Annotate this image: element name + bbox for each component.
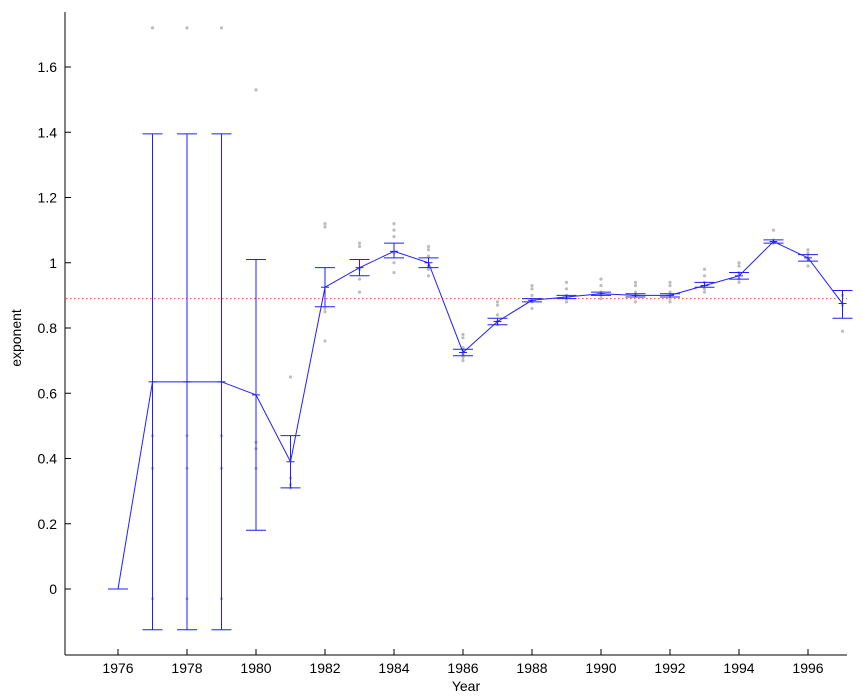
scatter-point xyxy=(599,277,603,281)
scatter-point xyxy=(392,270,396,275)
scatter-point xyxy=(461,359,465,363)
scatter-point xyxy=(737,261,741,265)
scatter-point xyxy=(702,287,707,291)
scatter-point xyxy=(599,297,603,301)
scatter-point xyxy=(219,26,224,30)
scatter-point xyxy=(737,280,741,284)
scatter-point xyxy=(357,277,362,281)
y-tick-label: 1.4 xyxy=(38,124,58,140)
scatter-point xyxy=(185,26,189,30)
scatter-point xyxy=(392,222,396,226)
x-tick-label: 1976 xyxy=(102,660,133,676)
y-tick-label: 1.2 xyxy=(38,190,58,206)
scatter-point xyxy=(530,287,534,291)
x-axis: 1976 1978 1980 1982 1984 1986 1988 1990 1992 1994… xyxy=(65,649,847,676)
x-tick-label: 1988 xyxy=(516,660,547,676)
scatter-point xyxy=(702,274,707,278)
scatter-point xyxy=(806,251,810,255)
scatter-point xyxy=(461,345,465,350)
scatter-point xyxy=(461,336,465,340)
scatter-point xyxy=(702,290,707,294)
scatter-point xyxy=(599,283,603,288)
scatter-point xyxy=(288,375,293,379)
scatter-point xyxy=(392,261,396,265)
scatter-point xyxy=(323,310,327,314)
scatter-point xyxy=(806,264,810,268)
scatter-point xyxy=(806,248,810,252)
scatter-point xyxy=(495,300,500,304)
series-line xyxy=(117,240,843,590)
y-axis: 0 0.2 0.4 0.6 0.8 1 1.2 1.4 1.6 xyxy=(38,12,71,655)
scatter-point xyxy=(840,329,845,333)
scatter-point xyxy=(564,287,569,291)
x-axis-label: Year xyxy=(452,678,481,694)
scatter-point xyxy=(323,339,327,343)
x-tick-label: 1990 xyxy=(585,660,616,676)
scatter-point xyxy=(530,306,534,311)
x-tick-label: 1986 xyxy=(447,660,478,676)
y-tick-label: 1 xyxy=(49,255,57,271)
scatter-point xyxy=(530,283,534,288)
scatter-point xyxy=(633,300,638,304)
scatter-point xyxy=(668,283,672,288)
y-tick-label: 0.6 xyxy=(38,385,58,401)
scatter-point xyxy=(357,244,362,249)
x-tick-label: 1996 xyxy=(792,660,823,676)
scatter-point xyxy=(633,283,638,288)
y-axis-label: exponent xyxy=(8,309,24,367)
scatter-point xyxy=(633,290,638,294)
y-tick-label: 1.6 xyxy=(38,59,58,75)
scatter-point xyxy=(323,222,327,226)
scatter-point xyxy=(392,235,396,239)
scatter-point xyxy=(426,254,431,258)
scatter-point xyxy=(668,290,672,294)
x-tick-label: 1984 xyxy=(378,660,409,676)
scatter-point xyxy=(323,306,327,311)
y-tick-label: 0.4 xyxy=(38,451,58,467)
scatter-point xyxy=(564,280,569,284)
scatter-point xyxy=(461,355,465,359)
scatter-point xyxy=(150,26,155,30)
scatter-point xyxy=(323,225,327,229)
x-tick-label: 1980 xyxy=(240,660,271,676)
scatter-point xyxy=(254,88,258,92)
scatter-point xyxy=(392,228,396,232)
x-tick-label: 1978 xyxy=(171,660,202,676)
scatter-point xyxy=(702,267,707,271)
scatter-point xyxy=(426,248,431,252)
scatter-point xyxy=(530,293,534,297)
scatter-point xyxy=(668,300,672,304)
y-tick-label: 0.2 xyxy=(38,516,58,532)
x-tick-label: 1992 xyxy=(654,660,685,676)
plot-area xyxy=(66,26,853,631)
scatter-point xyxy=(737,264,741,268)
scatter-point xyxy=(771,228,776,232)
y-tick-label: 0 xyxy=(49,581,57,597)
scatter-point xyxy=(668,297,672,301)
scatter-point xyxy=(495,303,500,307)
scatter-point xyxy=(426,267,431,271)
scatter-point xyxy=(357,290,362,294)
scatter-point xyxy=(357,241,362,245)
scatter-point xyxy=(426,274,431,278)
scatter-point xyxy=(426,244,431,249)
scatter-point xyxy=(564,300,569,304)
scatter-point xyxy=(668,280,672,284)
scatter-point xyxy=(633,280,638,284)
scatter-point xyxy=(461,332,465,337)
scatter-point xyxy=(495,313,500,317)
x-tick-label: 1982 xyxy=(309,660,340,676)
y-tick-label: 0.8 xyxy=(38,320,58,336)
x-tick-label: 1994 xyxy=(723,660,754,676)
